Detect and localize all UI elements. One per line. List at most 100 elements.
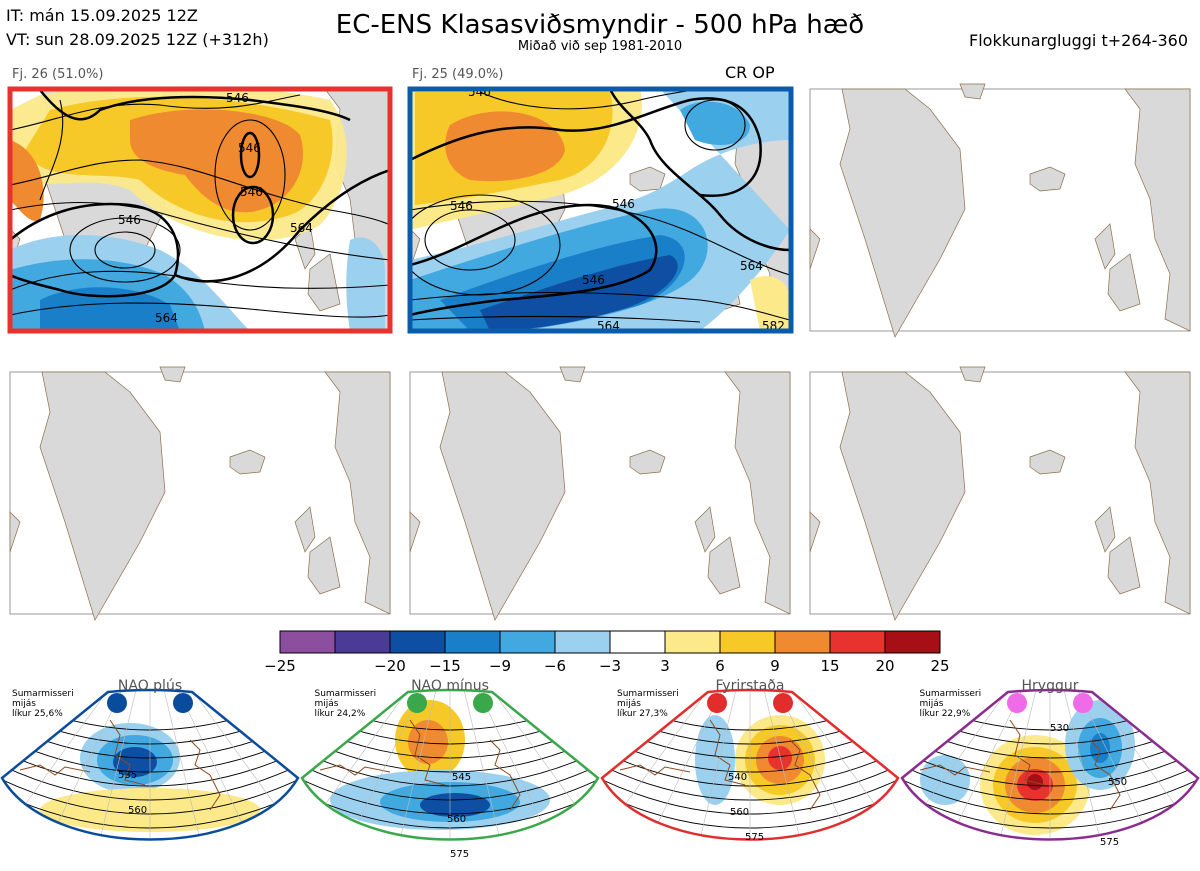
panel-1-border <box>7 86 393 334</box>
regime-description: Sumarmisseri <box>315 689 377 699</box>
contour-label: 564 <box>155 311 178 325</box>
colorbar-swatch <box>609 630 666 654</box>
regime-dot <box>1007 693 1027 713</box>
panel-4-map <box>9 366 391 621</box>
colorbar-tick-label: 25 <box>930 657 949 675</box>
colorbar-tick-label: −20 <box>374 657 406 675</box>
colorbar-tick-label: 6 <box>715 657 725 675</box>
regime-description: mijás <box>617 699 641 709</box>
panel-2-map: 546 546 546 546 564 564 582 <box>410 85 791 333</box>
classification-window: Flokkunargluggi t+264-360 <box>969 31 1188 50</box>
anomaly-blob <box>1012 849 1048 861</box>
regime-contour-label: 540 <box>728 772 747 783</box>
regime-contour-label: 535 <box>118 770 137 781</box>
colorbar-tick-label: 15 <box>820 657 839 675</box>
regime-name: Fyrirstaða <box>716 678 785 694</box>
cr-op-label: CR OP <box>725 63 775 82</box>
regime-description: Sumarmisseri <box>617 689 679 699</box>
contour-label: 564 <box>290 221 313 235</box>
regime-description: líkur 27,3% <box>617 709 668 719</box>
contour-label: 582 <box>762 319 785 333</box>
regime-contour-label: 575 <box>745 832 764 843</box>
panel-6-map <box>809 366 1191 621</box>
regime-border <box>0 688 300 841</box>
colorbar-tick-label: −15 <box>429 657 461 675</box>
page-subtitle: Miðað við sep 1981-2010 <box>517 39 683 54</box>
panel-5-map <box>409 366 791 621</box>
regime-dot <box>107 693 127 713</box>
anomaly-blob <box>408 720 448 764</box>
regime-dot <box>473 693 493 713</box>
anomaly-blob <box>113 747 157 777</box>
regime-description: líkur 24,2% <box>315 709 366 719</box>
panel-1-label: Fj. 26 (51.0%) <box>12 67 104 82</box>
colorbar-tick-label: −3 <box>599 657 621 675</box>
colorbar-swatch <box>664 630 721 654</box>
contour-label: 546 <box>468 85 491 99</box>
regime-contour-label: 550 <box>1108 777 1127 788</box>
regime-description: mijás <box>315 699 339 709</box>
regime-dot <box>407 693 427 713</box>
panel-2-label: Fj. 25 (49.0%) <box>412 67 504 82</box>
regime-border <box>600 688 900 841</box>
contour-label: 546 <box>238 141 261 155</box>
regime-dot <box>173 693 193 713</box>
regime-description: líkur 25,6% <box>12 709 63 719</box>
regime-description: mijás <box>920 699 944 709</box>
regime-border <box>300 688 600 841</box>
colorbar-swatch <box>829 630 886 654</box>
regime-contour-label: 560 <box>447 814 466 825</box>
regime-description: líkur 22,9% <box>920 709 971 719</box>
colorbar-swatch <box>719 630 776 654</box>
colorbar-swatch <box>554 630 611 654</box>
issue-time: IT: mán 15.09.2025 12Z <box>6 6 198 25</box>
regime-contour-label: 575 <box>1100 837 1119 848</box>
anomaly-blob <box>1090 733 1110 763</box>
regime-contour-label: 560 <box>730 807 749 818</box>
panel-1-map: 546 546 546 546 564 564 <box>10 89 390 331</box>
colorbar: −25 −20 −15 −9 −6 −3 3 6 9 15 20 25 <box>264 630 950 675</box>
contour-label: 546 <box>582 273 605 287</box>
regime-dot <box>1073 693 1093 713</box>
colorbar-tick-label: 3 <box>660 657 670 675</box>
colorbar-swatch <box>774 630 831 654</box>
regime-border <box>900 688 1200 841</box>
contour-label: 564 <box>740 259 763 273</box>
regime-dot <box>773 693 793 713</box>
colorbar-swatch <box>334 630 391 654</box>
regime-description: mijás <box>12 699 36 709</box>
colorbar-swatch <box>279 630 336 654</box>
colorbar-swatch <box>499 630 556 654</box>
regime-description: Sumarmisseri <box>12 689 74 699</box>
panel-3-map <box>809 83 1191 338</box>
colorbar-swatch <box>444 630 501 654</box>
contour-label: 546 <box>450 199 473 213</box>
colorbar-swatch <box>884 630 941 654</box>
contour-label: 546 <box>118 213 141 227</box>
regime-name: Hryggur <box>1022 678 1079 694</box>
contour-label: 546 <box>226 91 249 105</box>
regime-description: Sumarmisseri <box>920 689 982 699</box>
valid-time: VT: sun 28.09.2025 12Z (+312h) <box>6 30 269 49</box>
regime-name: NAO plús <box>118 678 182 694</box>
regime-dot <box>707 693 727 713</box>
regime-name: NAO mínus <box>411 678 489 694</box>
contour-label: 546 <box>612 197 635 211</box>
colorbar-tick-label: −9 <box>489 657 511 675</box>
regime-contour-label: 545 <box>452 772 471 783</box>
colorbar-tick-label: −6 <box>544 657 566 675</box>
regime-contour-label: 530 <box>1050 723 1069 734</box>
contour-label: 564 <box>597 319 620 333</box>
regime-contour-label: 575 <box>450 849 469 860</box>
page-title: EC-ENS Klasasviðsmyndir - 500 hPa hæð <box>335 10 865 40</box>
panel-2-border <box>407 86 794 334</box>
anomaly-blob <box>768 746 792 770</box>
colorbar-swatch <box>389 630 446 654</box>
contour-label: 546 <box>240 185 263 199</box>
